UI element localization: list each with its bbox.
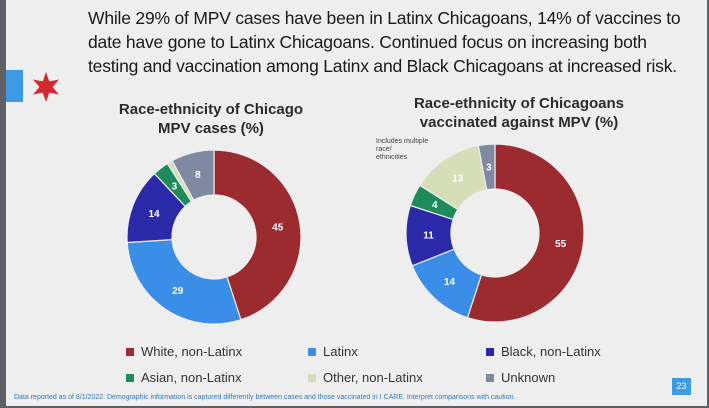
cases-slice-white [213,149,302,321]
left-chart-title: Race-ethnicity of Chicago MPV cases (%) [106,100,316,138]
cases-label-white: 45 [272,222,284,233]
cases-label-latinx: 29 [172,286,184,297]
headline-line: testing and vaccination among Latinx and… [88,56,677,76]
note-line: Includes multiple [376,138,429,145]
headline-line: date have gone to Latinx Chicagoans. Con… [88,32,647,52]
left-chart-title-line2: MPV cases (%) [158,120,264,137]
vaccinated-label-asian: 4 [432,200,438,211]
headline-line: While 29% of MPV cases have been in Lati… [88,8,681,28]
vaccinated-slice-white [466,143,585,323]
footer-note: Data reported as of 8/1/2022. Demographi… [14,394,516,401]
slide: While 29% of MPV cases have been in Lati… [6,0,707,406]
left-chart-title-line1: Race-ethnicity of Chicago [118,101,304,118]
accent-bar [6,70,23,102]
note-line: race/ [376,146,392,153]
vaccinated-label-latinx: 14 [444,277,456,288]
note-line: ethnicities [376,154,408,161]
right-chart-title: Race-ethnicity of Chicagoans vaccinated … [384,94,654,132]
headline: While 29% of MPV cases have been in Lati… [88,6,698,78]
donut-charts: 45 29 14 3 8 55 14 11 4 13 3 [126,143,585,325]
cases-label-black: 14 [148,209,160,220]
cases-label-asian: 3 [172,182,178,193]
cases-slice-unknown [171,149,215,202]
right-chart-title-line2: vaccinated against MPV (%) [419,114,619,131]
chicago-star-icon [33,72,59,102]
vaccinated-label-white: 55 [555,239,567,250]
vaccinated-label-other: 13 [452,173,464,184]
vaccinated-label-unknown: 3 [486,162,492,173]
vaccinated-slice-unknown [477,143,496,191]
right-chart-title-line1: Race-ethnicity of Chicagoans [413,95,625,112]
page-number: 23 [672,378,691,395]
cases-label-unknown: 8 [195,170,201,181]
vaccinated-label-black: 11 [423,231,434,242]
multiple-race-note: Includes multiple race/ ethnicities [376,138,438,162]
cases-slice-latinx [126,239,242,325]
